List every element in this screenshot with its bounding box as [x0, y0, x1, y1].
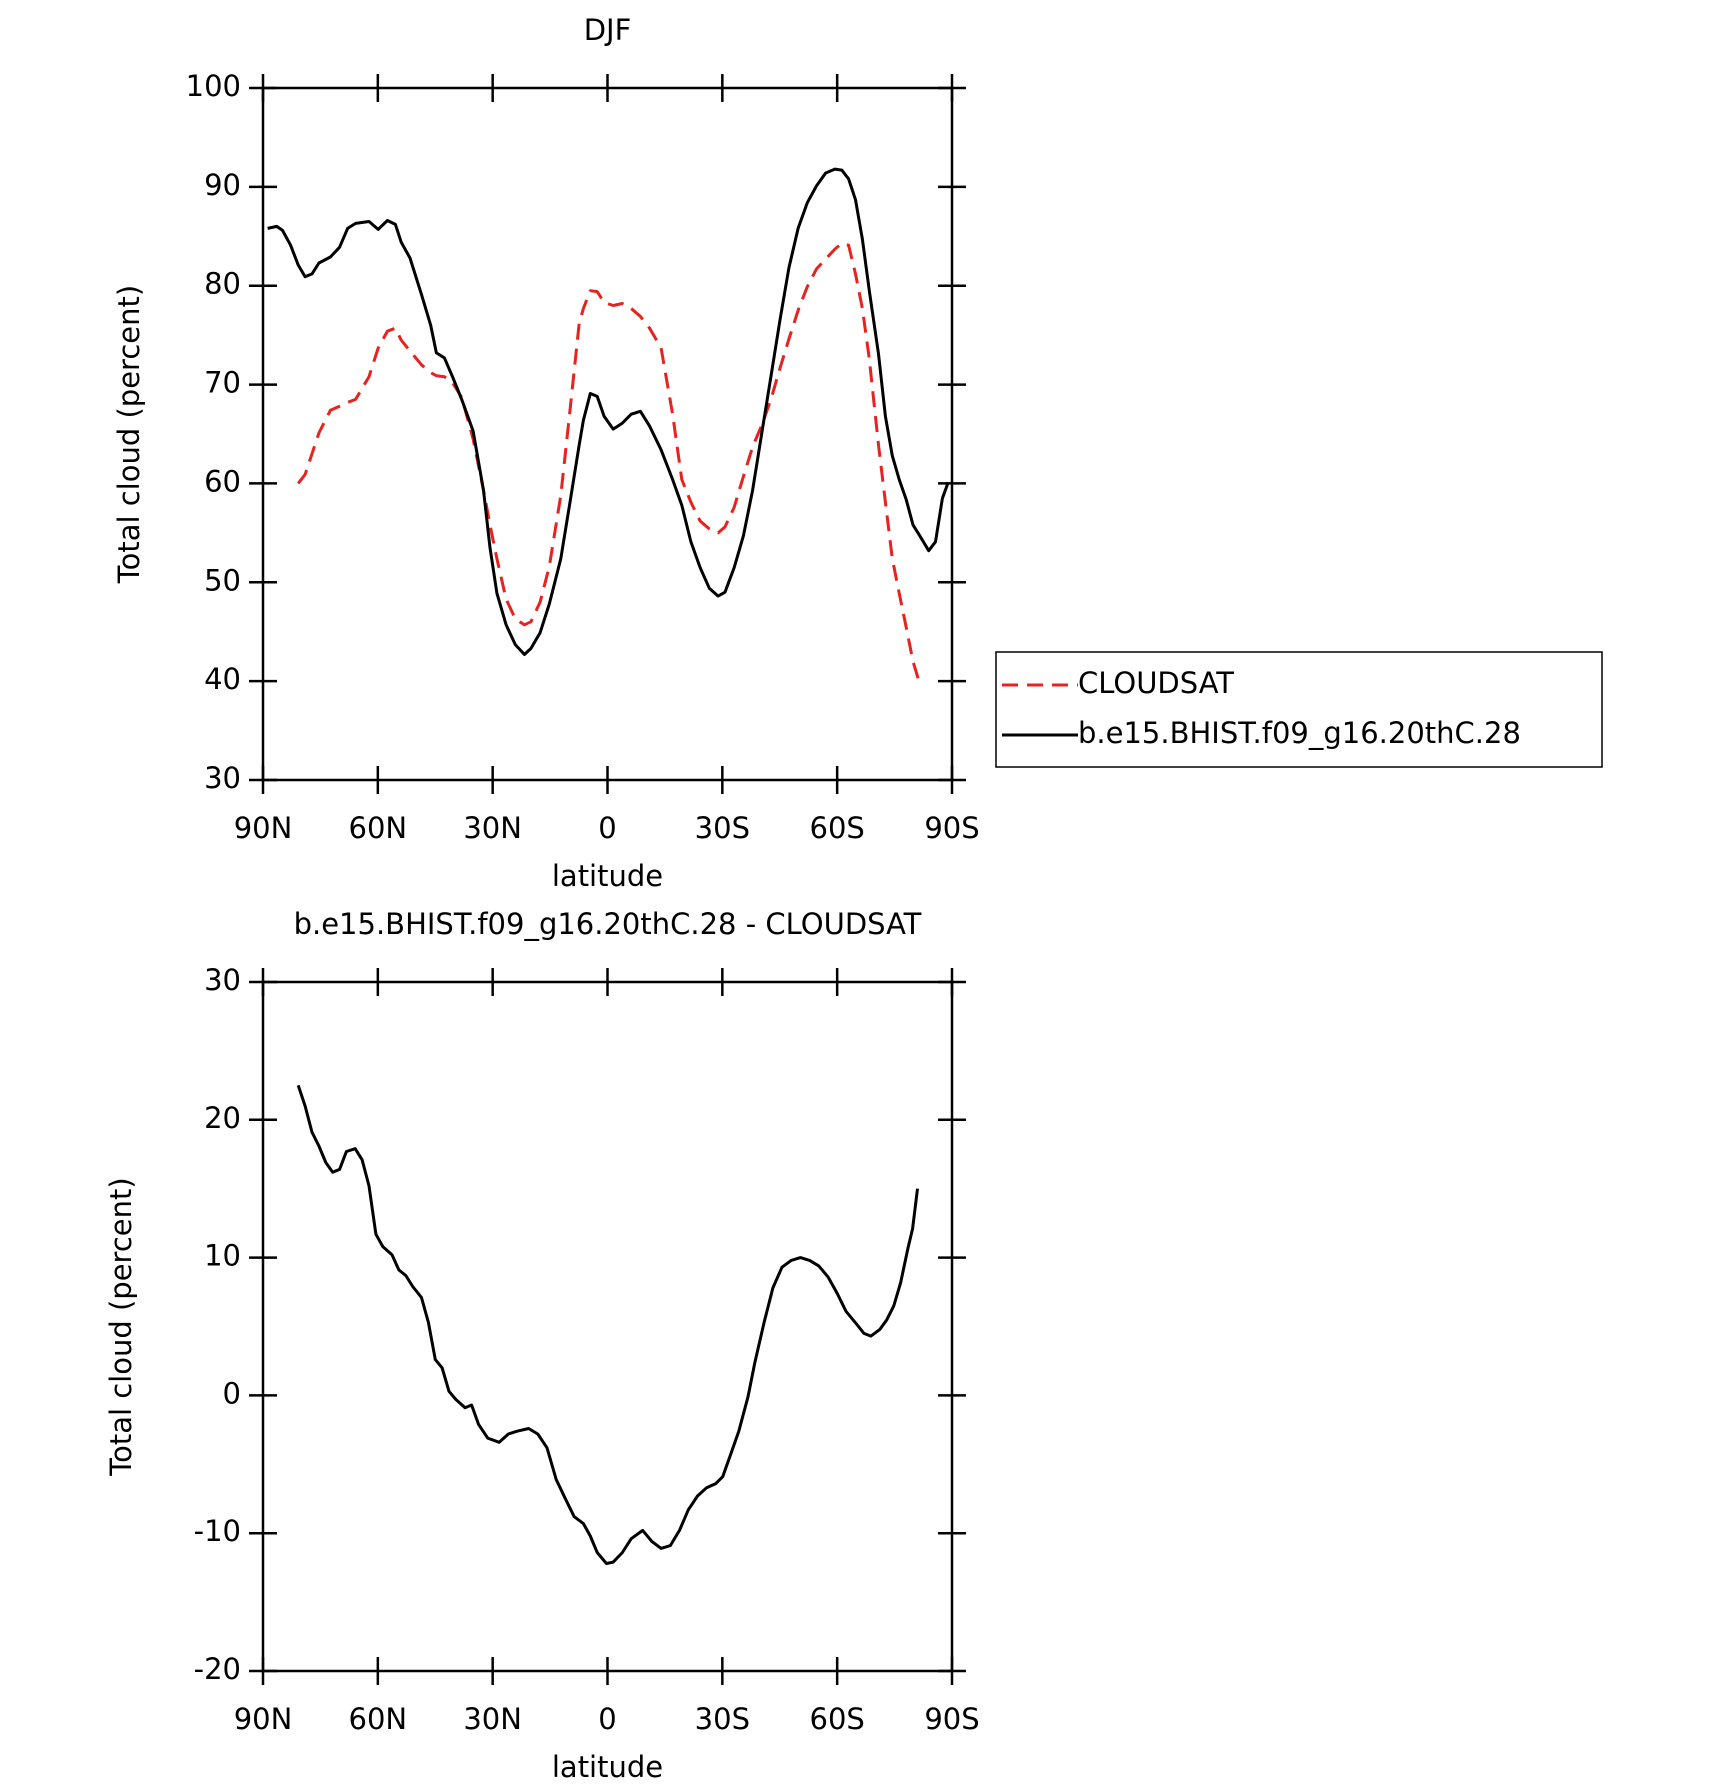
plot-frame	[261, 86, 954, 782]
x-tick-label: 60S	[810, 1702, 865, 1736]
y-tick-label: -10	[194, 1514, 241, 1548]
legend-box	[995, 651, 1603, 768]
x-tick-label: 30S	[695, 811, 750, 845]
plot-frame	[261, 980, 954, 1673]
chart-title: b.e15.BHIST.f09_g16.20thC.28 - CLOUDSAT	[294, 907, 922, 941]
x-tick-label: 60N	[349, 1702, 408, 1736]
x-tick-label: 60S	[810, 811, 865, 845]
x-axis-label: latitude	[552, 1750, 663, 1784]
y-tick-label: 10	[204, 1239, 241, 1273]
x-tick-label: 90N	[234, 1702, 293, 1736]
x-tick-label: 30N	[463, 811, 522, 845]
x-axis-label: latitude	[552, 859, 663, 893]
x-tick-label: 0	[598, 811, 616, 845]
chart-title: DJF	[584, 13, 632, 47]
y-tick-label: 50	[204, 563, 241, 597]
y-tick-label: 30	[204, 761, 241, 795]
data-line	[296, 1084, 919, 1565]
y-axis-label: Total cloud (percent)	[104, 1177, 138, 1476]
y-tick-label: 100	[186, 69, 241, 103]
x-tick-label: 60N	[349, 811, 408, 845]
x-tick-label: 0	[598, 1702, 616, 1736]
y-tick-label: 30	[204, 963, 241, 997]
x-tick-label: 30S	[695, 1702, 750, 1736]
y-tick-label: 70	[204, 366, 241, 400]
y-tick-label: 60	[204, 464, 241, 498]
y-tick-label: -20	[194, 1652, 241, 1686]
legend-label: CLOUDSAT	[1078, 666, 1234, 700]
x-tick-label: 90N	[234, 811, 293, 845]
y-tick-label: 90	[204, 168, 241, 202]
y-axis-label: Total cloud (percent)	[112, 285, 146, 584]
y-tick-label: 20	[204, 1101, 241, 1135]
legend-label: b.e15.BHIST.f09_g16.20thC.28	[1078, 716, 1521, 750]
data-line	[297, 241, 922, 685]
x-tick-label: 90S	[924, 811, 979, 845]
y-tick-label: 0	[223, 1376, 241, 1410]
data-line	[267, 167, 950, 656]
y-tick-label: 80	[204, 267, 241, 301]
x-tick-label: 90S	[924, 1702, 979, 1736]
x-tick-label: 30N	[463, 1702, 522, 1736]
y-tick-label: 40	[204, 662, 241, 696]
